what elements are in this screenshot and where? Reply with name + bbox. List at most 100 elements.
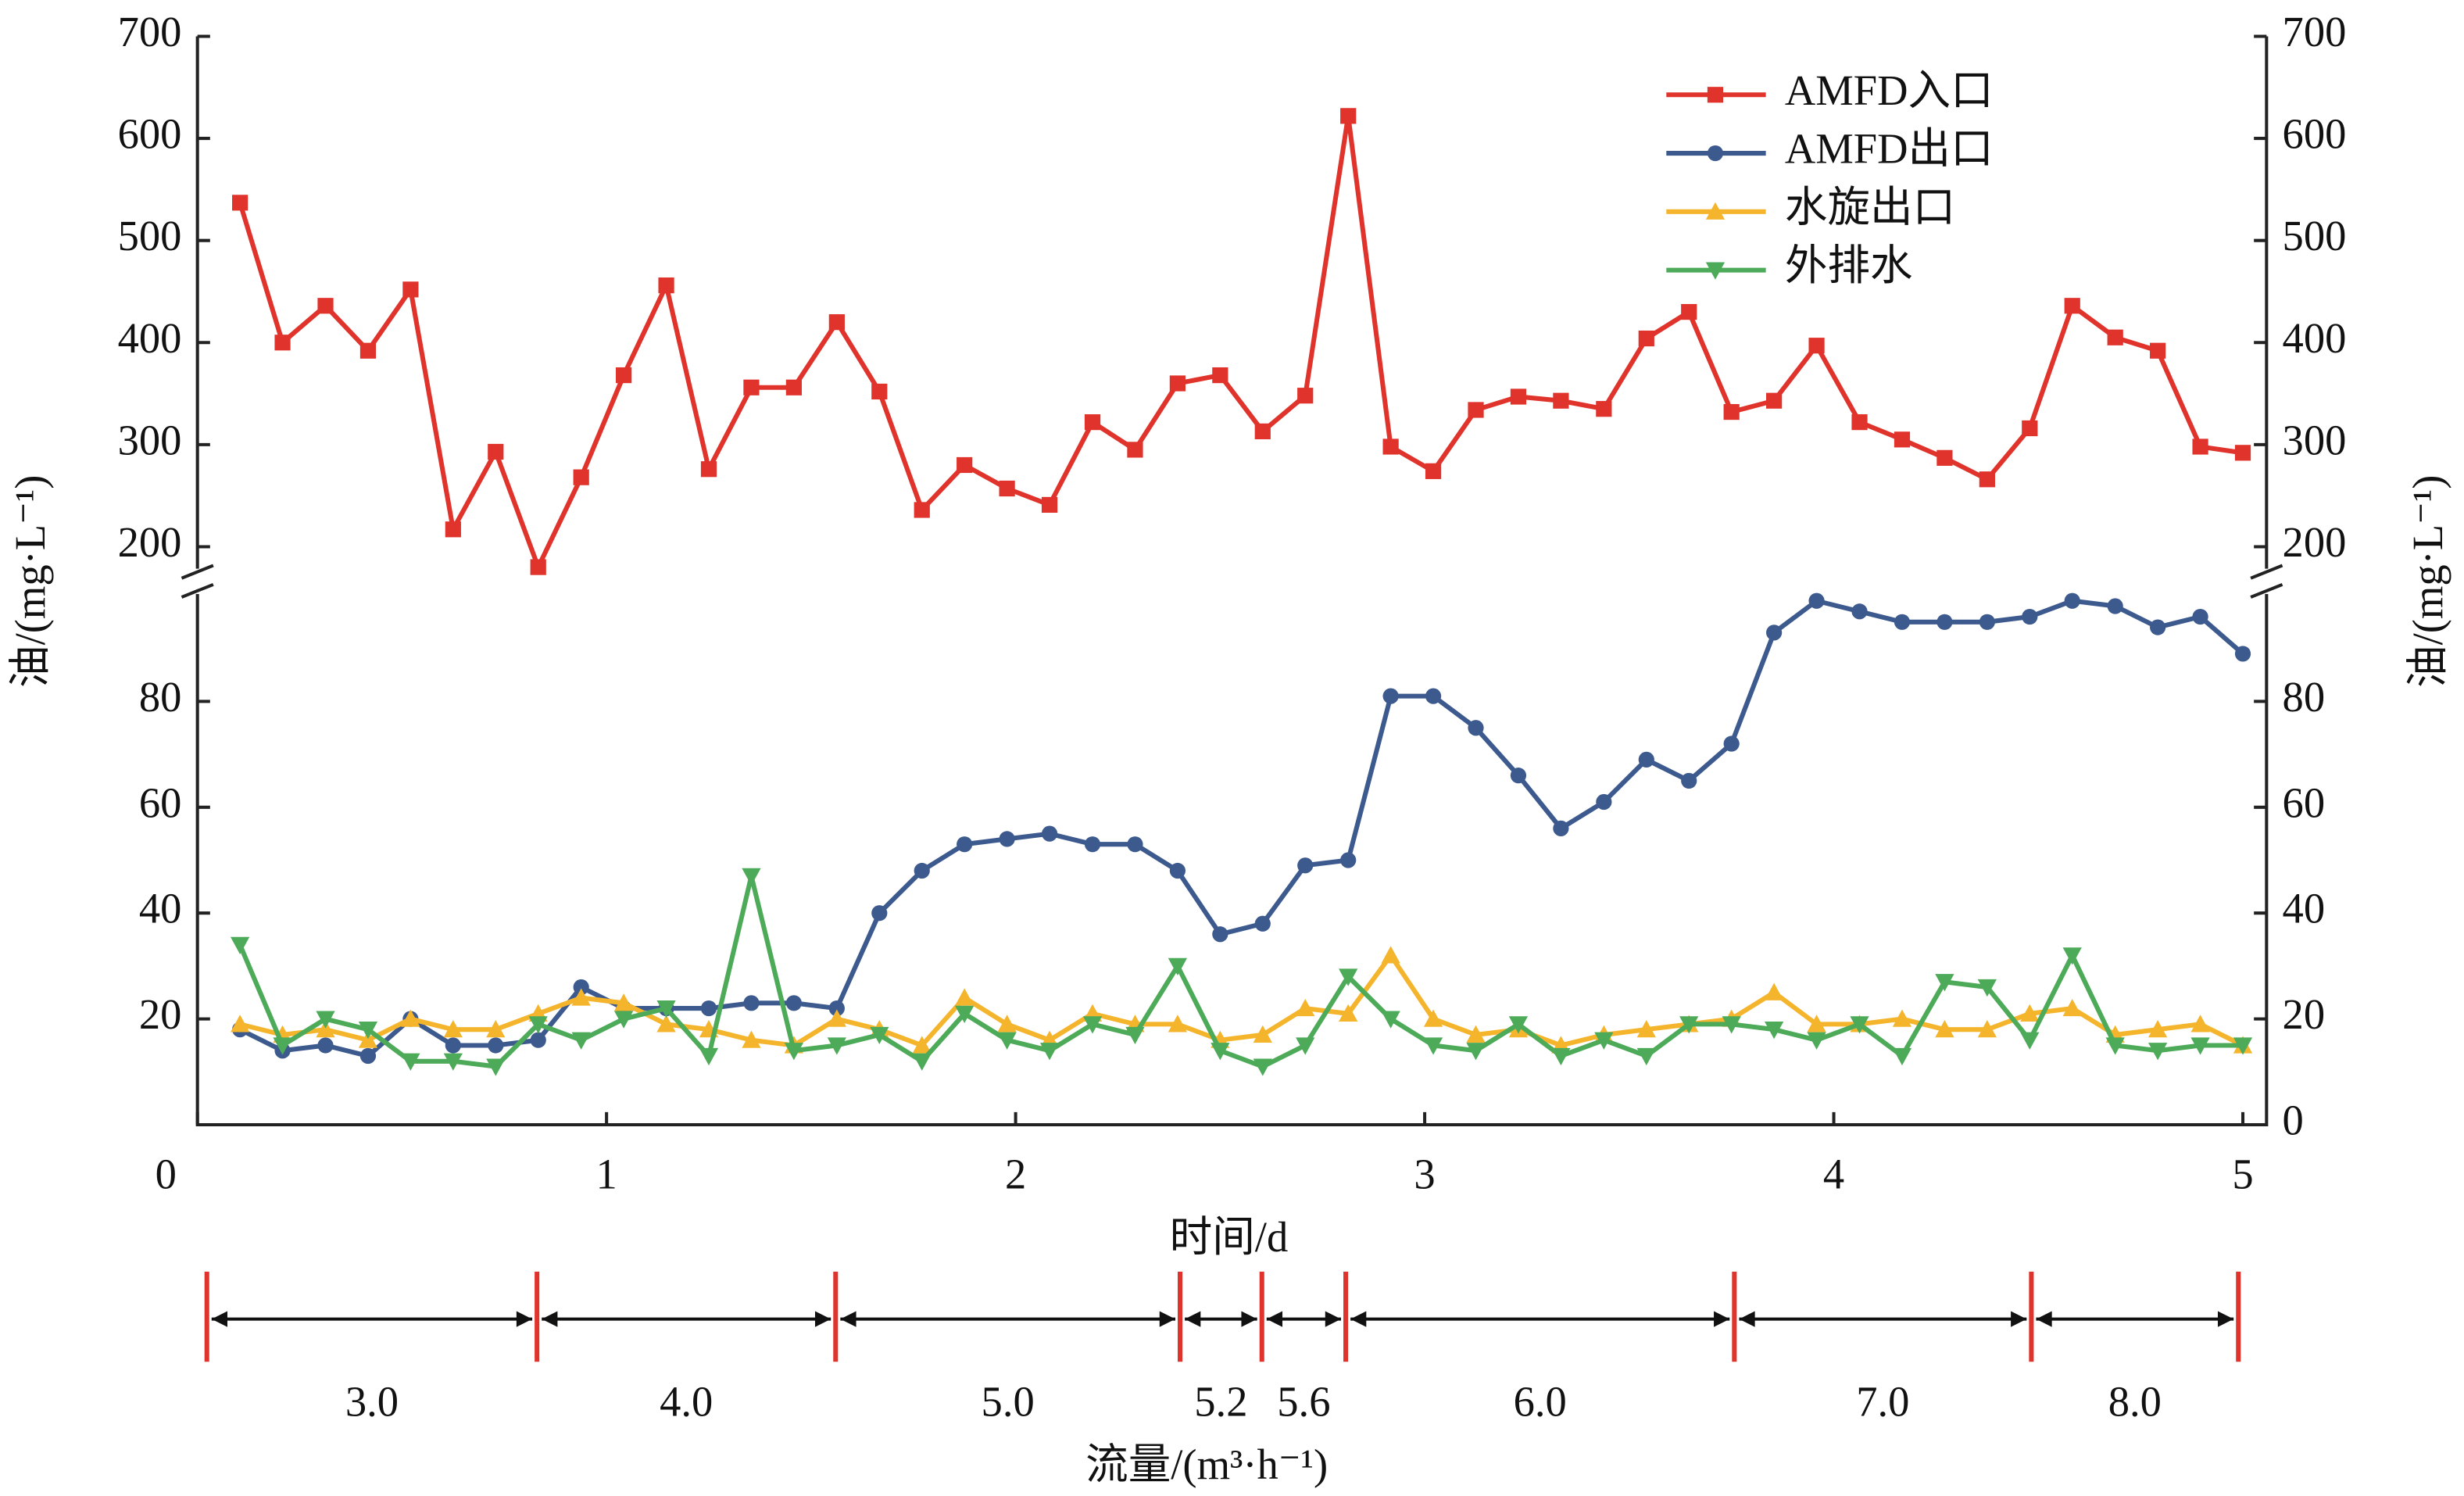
marker: [827, 1009, 846, 1027]
marker: [2190, 1037, 2210, 1055]
marker: [2192, 608, 2208, 625]
y-tick-label: 300: [118, 416, 182, 463]
marker: [1340, 852, 1357, 868]
marker: [1808, 592, 1825, 609]
series-line: [239, 951, 2244, 1049]
marker: [1935, 974, 1954, 992]
y2-tick-label: 400: [2283, 314, 2347, 362]
flow-label: 5.2: [1194, 1377, 1247, 1425]
marker: [999, 831, 1015, 847]
marker: [997, 1015, 1017, 1033]
y2-tick-label: 700: [2283, 8, 2347, 55]
marker: [2107, 598, 2123, 614]
y2-tick-label: 500: [2283, 212, 2347, 259]
marker: [1041, 496, 1058, 514]
marker: [230, 1015, 250, 1033]
y2-tick-label: 40: [2283, 885, 2326, 932]
x-tick-label: 1: [595, 1150, 617, 1197]
marker: [1382, 688, 1399, 704]
marker: [700, 1000, 717, 1017]
marker: [1468, 720, 1484, 736]
marker: [1979, 471, 1995, 488]
x-tick-label: 2: [1005, 1150, 1026, 1197]
marker: [1977, 979, 1997, 997]
marker: [2150, 619, 2166, 635]
marker: [742, 1030, 761, 1048]
marker: [785, 379, 802, 395]
axis-frame: [195, 593, 2269, 1127]
marker: [1892, 1047, 1912, 1066]
marker: [1764, 1022, 1784, 1040]
marker: [616, 367, 632, 384]
y-tick-label: 40: [139, 885, 182, 932]
flow-label: 5.0: [982, 1377, 1035, 1425]
marker: [1807, 1015, 1826, 1033]
marker: [699, 1047, 719, 1066]
marker: [1596, 793, 1612, 811]
marker: [2064, 592, 2080, 609]
marker: [445, 1037, 461, 1054]
arrow-head: [1266, 1311, 1341, 1327]
marker: [912, 1053, 932, 1071]
marker: [2234, 445, 2251, 461]
marker: [1681, 772, 1697, 789]
marker: [2107, 329, 2123, 345]
marker: [1937, 614, 1953, 630]
marker: [1296, 998, 1315, 1017]
marker: [445, 521, 461, 538]
marker: [488, 1037, 504, 1054]
marker: [2234, 646, 2251, 662]
y2-tick-label: 600: [2283, 110, 2347, 158]
marker: [955, 988, 975, 1006]
marker: [530, 559, 546, 575]
series-line: [238, 875, 2244, 1069]
x-tick-label: 3: [1414, 1150, 1435, 1197]
marker: [997, 1032, 1017, 1050]
marker: [1851, 603, 1868, 620]
marker: [870, 1026, 889, 1045]
marker: [443, 1020, 463, 1038]
marker: [2022, 608, 2038, 625]
y-tick-label: 500: [118, 212, 182, 259]
marker: [316, 1011, 335, 1029]
legend-marker: [1707, 145, 1724, 162]
marker: [486, 1058, 506, 1076]
marker: [1296, 1037, 1315, 1055]
marker: [1553, 820, 1569, 836]
marker: [1254, 915, 1271, 932]
marker: [1340, 108, 1357, 124]
legend-marker: [1707, 87, 1724, 103]
marker: [2150, 342, 2166, 359]
marker: [1339, 968, 1358, 986]
marker: [1638, 330, 1654, 347]
y2-tick-label: 20: [2283, 990, 2326, 1038]
marker: [1127, 836, 1143, 853]
marker: [1510, 388, 1527, 405]
marker: [1851, 414, 1868, 431]
marker: [1979, 614, 1995, 630]
marker: [1339, 1004, 1358, 1022]
marker: [957, 456, 973, 474]
marker: [1977, 1020, 1997, 1038]
marker: [1935, 1020, 1954, 1038]
marker: [828, 1000, 845, 1017]
marker: [1508, 1016, 1529, 1034]
y2-tick-label: 200: [2283, 518, 2347, 566]
marker: [401, 1053, 420, 1071]
marker: [1425, 463, 1442, 479]
marker: [358, 1022, 378, 1040]
marker: [1041, 825, 1058, 842]
marker: [828, 314, 845, 331]
marker: [1297, 857, 1314, 874]
legend-marker: [1705, 202, 1726, 220]
marker: [1381, 1011, 1400, 1029]
marker: [1425, 688, 1442, 704]
marker: [1594, 1032, 1614, 1050]
flow-axis-label: 流量/(m³·h⁻¹): [1085, 1441, 1328, 1488]
y-tick-label: 400: [118, 314, 182, 362]
x-axis-label: 时间/d: [1170, 1213, 1289, 1261]
marker: [957, 836, 973, 853]
marker: [1892, 1009, 1912, 1027]
marker: [1039, 1043, 1060, 1061]
